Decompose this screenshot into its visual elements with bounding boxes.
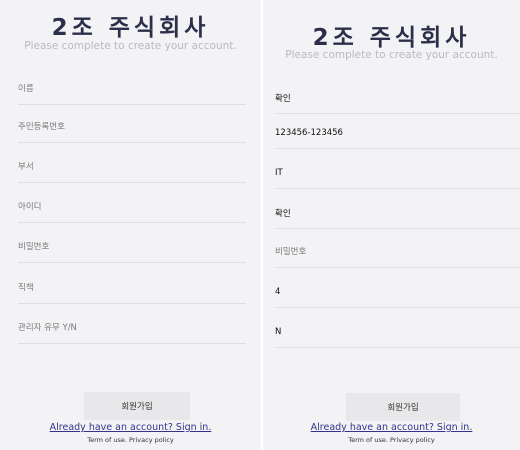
field-underline: [275, 148, 520, 149]
signin-link[interactable]: Already have an account? Sign in.: [49, 422, 212, 433]
password-field[interactable]: [18, 237, 246, 263]
username-input[interactable]: [18, 202, 246, 212]
resident-number-field[interactable]: [18, 117, 246, 143]
field-underline: [18, 343, 246, 344]
name-input[interactable]: [275, 93, 520, 103]
position-input[interactable]: [18, 283, 246, 293]
username-input[interactable]: [275, 208, 520, 218]
signup-button[interactable]: 회원가입: [346, 393, 460, 421]
admin-flag-input[interactable]: [275, 327, 520, 337]
field-underline: [18, 182, 246, 183]
field-underline: [275, 188, 520, 189]
position-field[interactable]: [18, 278, 246, 304]
signup-form-filled: 2조 주식회사 Please complete to create your a…: [263, 0, 520, 450]
page-subtitle: Please complete to create your account.: [24, 40, 237, 52]
field-underline: [18, 303, 246, 304]
signin-link[interactable]: Already have an account? Sign in.: [310, 422, 473, 433]
password-field[interactable]: [275, 242, 520, 268]
field-underline: [275, 307, 520, 308]
field-underline: [18, 222, 246, 223]
password-input[interactable]: [18, 242, 246, 252]
username-field[interactable]: [18, 197, 246, 223]
footer-links[interactable]: Term of use. Privacy policy: [348, 436, 435, 444]
field-underline: [275, 347, 520, 348]
username-field[interactable]: [275, 203, 520, 229]
admin-flag-field[interactable]: [18, 318, 246, 344]
password-input[interactable]: [275, 247, 520, 257]
field-underline: [275, 113, 520, 114]
resident-number-input[interactable]: [275, 128, 520, 138]
page-title: 2조 주식회사: [312, 25, 471, 51]
signup-form-empty: 2조 주식회사 Please complete to create your a…: [0, 0, 261, 450]
department-input[interactable]: [275, 168, 520, 178]
field-underline: [18, 104, 246, 105]
name-input[interactable]: [18, 84, 246, 94]
position-field[interactable]: [275, 282, 520, 308]
field-underline: [275, 267, 520, 268]
resident-number-input[interactable]: [18, 122, 246, 132]
footer-links[interactable]: Term of use. Privacy policy: [87, 436, 174, 444]
admin-flag-field[interactable]: [275, 322, 520, 348]
department-field[interactable]: [275, 163, 520, 189]
field-underline: [275, 228, 520, 229]
department-field[interactable]: [18, 157, 246, 183]
field-underline: [18, 142, 246, 143]
field-underline: [18, 262, 246, 263]
page-subtitle: Please complete to create your account.: [285, 49, 498, 61]
name-field[interactable]: [275, 88, 520, 114]
page-title: 2조 주식회사: [51, 15, 210, 41]
name-field[interactable]: [18, 79, 246, 105]
department-input[interactable]: [18, 162, 246, 172]
position-input[interactable]: [275, 287, 520, 297]
signup-button[interactable]: 회원가입: [84, 392, 190, 420]
admin-flag-input[interactable]: [18, 323, 246, 333]
resident-number-field[interactable]: [275, 123, 520, 149]
